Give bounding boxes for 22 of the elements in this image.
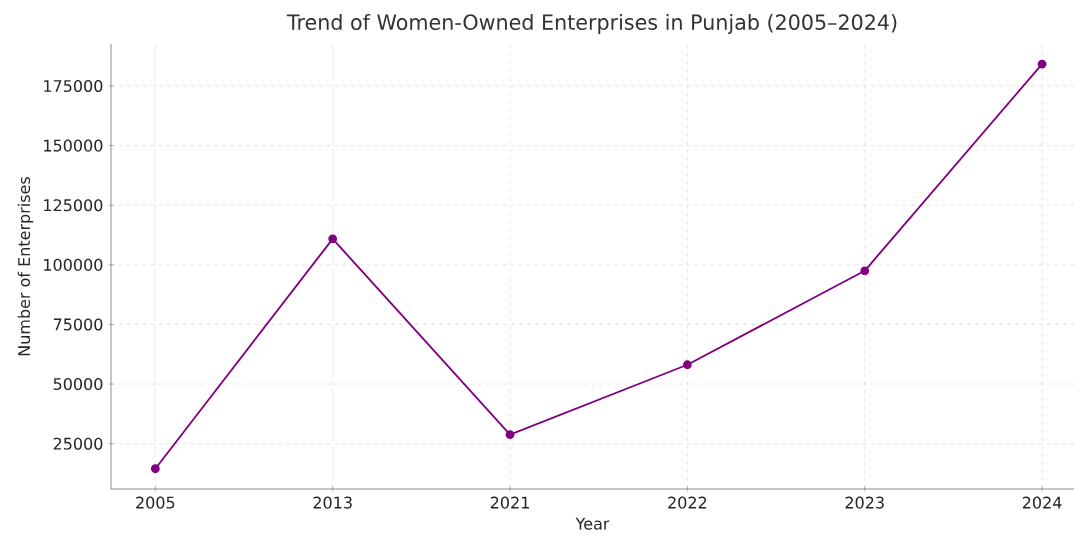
y-tick-label: 75000 [53,318,103,331]
x-axis-title: Year [575,517,610,530]
x-tick-label: 2024 [1022,496,1062,509]
point [1037,59,1047,69]
y-tick-label: 25000 [53,437,103,450]
point [682,360,692,370]
x-tick-label: 2013 [313,496,352,509]
y-tick-label: 175000 [44,79,103,93]
y-tick-label: 150000 [44,139,103,152]
point [505,430,515,440]
point [150,464,160,474]
point [860,266,870,276]
x-tick-label: 2022 [668,496,707,509]
x-tick-label: 2023 [845,496,884,509]
point [328,234,338,244]
x-tick-label: 2021 [490,496,529,509]
y-axis-title: Number of Enterprises [17,177,34,356]
y-tick-label: 100000 [44,258,103,271]
x-tick-label: 2005 [136,496,175,509]
chart-title: Trend of Women-Owned Enterprises in Punjab (2005–2024) [286,13,897,34]
y-tick-label: 125000 [44,199,103,212]
y-tick-label: 50000 [53,378,103,391]
